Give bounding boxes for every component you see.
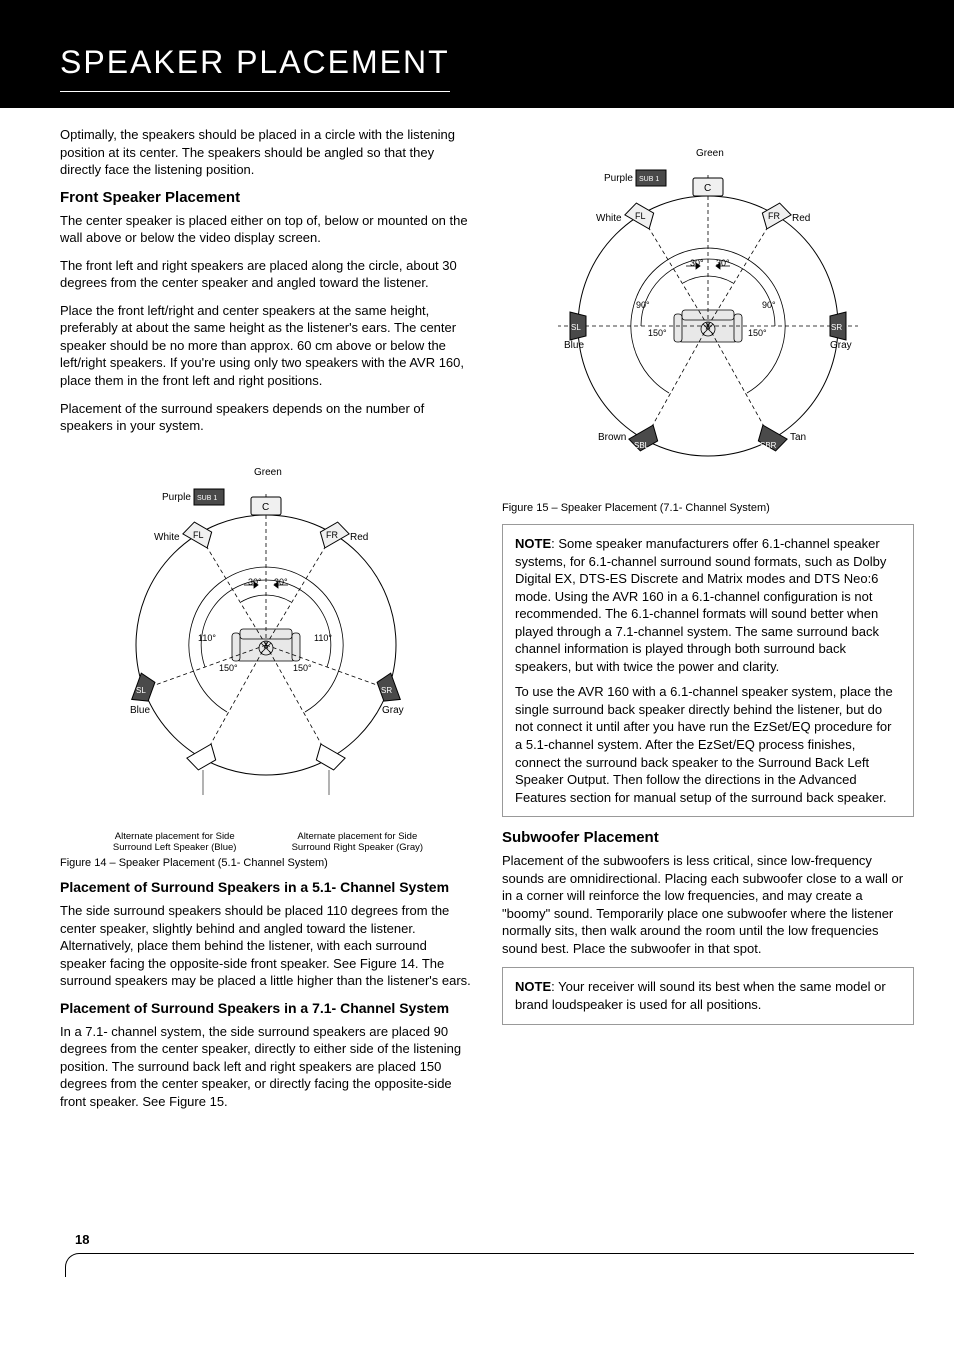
speaker-sub: SUB 1 — [197, 495, 217, 502]
speaker-sr-15: SR — [831, 323, 842, 332]
fig15-caption: Figure 15 – Speaker Placement (7.1- Chan… — [502, 502, 914, 514]
surr51-heading: Placement of Surround Speakers in a 5.1-… — [60, 879, 472, 896]
angle-110r: 110° — [314, 633, 332, 643]
note1-label: NOTE — [515, 536, 551, 551]
front-p2: The front left and right speakers are pl… — [60, 257, 472, 292]
angle-90r-15: 90° — [762, 300, 776, 310]
sub-heading: Subwoofer Placement — [502, 829, 914, 846]
front-p4: Placement of the surround speakers depen… — [60, 400, 472, 435]
angle-150r: 150° — [293, 663, 312, 673]
speaker-fl-15: FL — [635, 211, 646, 221]
label-brown-15: Brown — [598, 432, 626, 443]
footer-rule — [65, 1253, 914, 1277]
speaker-fr: FR — [326, 530, 338, 540]
label-gray: Gray — [382, 705, 404, 716]
page-footer: 18 — [0, 1231, 954, 1297]
label-purple-15: Purple — [604, 173, 633, 184]
surr51-p1: The side surround speakers should be pla… — [60, 902, 472, 990]
left-column: Optimally, the speakers should be placed… — [60, 126, 472, 1121]
fig14-caption: Figure 14 – Speaker Placement (5.1- Chan… — [60, 857, 472, 869]
angle-150l: 150° — [219, 663, 238, 673]
note2-p1: : Your receiver will sound its best when… — [515, 979, 886, 1012]
page-header: SPEAKER PLACEMENT — [0, 0, 954, 100]
alt-right-label: Alternate placement for Side Surround Ri… — [283, 831, 432, 854]
label-gray-15: Gray — [830, 340, 852, 351]
figure-15-diagram: 30° 30° 90° 90° 150° 150° C Green — [502, 136, 914, 496]
note1-p2: To use the AVR 160 with a 6.1-channel sp… — [515, 683, 901, 806]
label-green: Green — [254, 467, 282, 478]
note1-p1: : Some speaker manufacturers offer 6.1-c… — [515, 536, 886, 674]
speaker-sub-15: SUB 1 — [639, 176, 659, 183]
front-p3: Place the front left/right and center sp… — [60, 302, 472, 390]
angle-150l-15: 150° — [648, 328, 667, 338]
figure-14-diagram: 30° 30° 110° 110° 150° 150° C Green — [60, 445, 472, 825]
label-red-15: Red — [792, 213, 810, 224]
alt-placement-labels: Alternate placement for Side Surround Le… — [60, 831, 472, 854]
front-heading: Front Speaker Placement — [60, 189, 472, 206]
header-accent-bar — [0, 100, 954, 108]
speaker-c-15: C — [704, 183, 711, 194]
speaker-sl: SL — [136, 686, 146, 695]
speaker-sbr-15: SBR — [760, 441, 777, 450]
note-box-2: NOTE: Your receiver will sound its best … — [502, 967, 914, 1024]
label-white: White — [154, 532, 180, 543]
angle-150r-15: 150° — [748, 328, 767, 338]
intro-para: Optimally, the speakers should be placed… — [60, 126, 472, 179]
speaker-sbl-15: SBL — [634, 441, 650, 450]
label-blue-15: Blue — [564, 340, 584, 351]
label-purple: Purple — [162, 492, 191, 503]
page-title: SPEAKER PLACEMENT — [60, 44, 450, 92]
speaker-sr: SR — [381, 686, 392, 695]
surr71-heading: Placement of Surround Speakers in a 7.1-… — [60, 1000, 472, 1017]
speaker-sl-15: SL — [571, 323, 581, 332]
label-blue: Blue — [130, 705, 150, 716]
content-area: Optimally, the speakers should be placed… — [0, 108, 954, 1151]
sub-p1: Placement of the subwoofers is less crit… — [502, 852, 914, 957]
label-green-15: Green — [696, 148, 724, 159]
front-p1: The center speaker is placed either on t… — [60, 212, 472, 247]
speaker-fl: FL — [193, 530, 204, 540]
surr71-p1: In a 7.1- channel system, the side surro… — [60, 1023, 472, 1111]
note2-label: NOTE — [515, 979, 551, 994]
note-box-1: NOTE: Some speaker manufacturers offer 6… — [502, 524, 914, 817]
angle-110l: 110° — [198, 633, 216, 643]
alt-left-label: Alternate placement for Side Surround Le… — [100, 831, 249, 854]
right-column: 30° 30° 90° 90° 150° 150° C Green — [502, 126, 914, 1121]
angle-90l-15: 90° — [636, 300, 650, 310]
label-tan-15: Tan — [790, 432, 806, 443]
label-red: Red — [350, 532, 368, 543]
speaker-fr-15: FR — [768, 211, 780, 221]
page-number: 18 — [75, 1232, 89, 1247]
speaker-c: C — [262, 502, 269, 513]
label-white-15: White — [596, 213, 622, 224]
